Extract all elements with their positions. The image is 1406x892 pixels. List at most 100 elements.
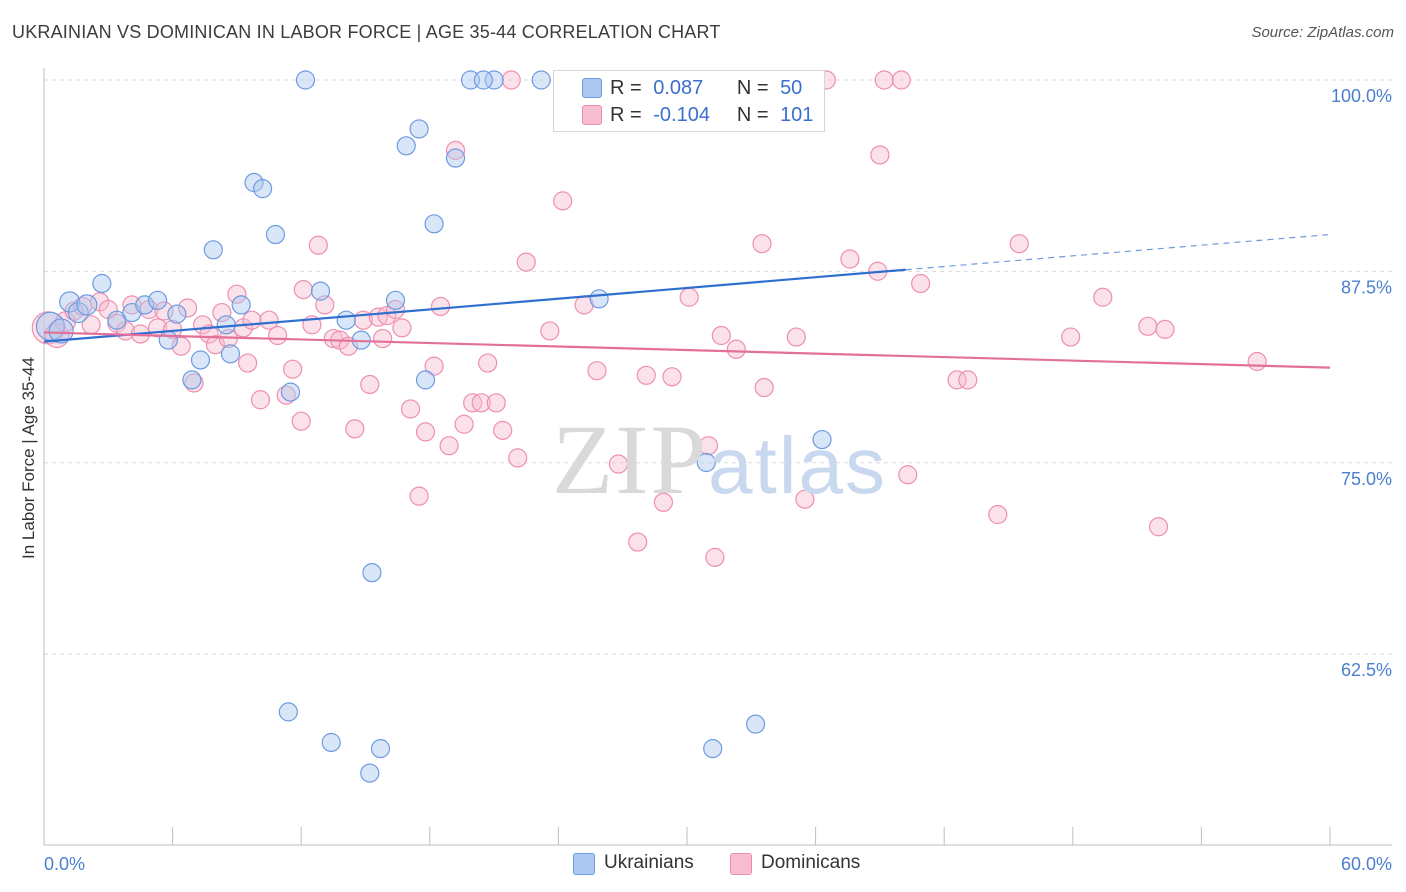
ukrainians-point — [424, 214, 444, 234]
dominicans-point — [795, 489, 815, 509]
ukrainians-point — [147, 290, 168, 310]
dominicans-point — [840, 249, 860, 269]
ukrainians-point — [445, 148, 466, 168]
dominicans-point — [293, 280, 313, 300]
ukrainians-point — [385, 290, 406, 310]
n-label: N = — [736, 76, 769, 99]
ukrainians-point — [231, 295, 251, 315]
dominicans-trend-line — [43, 331, 1331, 369]
ukrainians-point — [48, 318, 74, 344]
dominicans-point — [478, 353, 498, 373]
dominicans-point — [958, 370, 978, 390]
ukrainians-point — [336, 310, 356, 330]
dominicans-point — [752, 234, 772, 254]
ukrainians-point — [396, 136, 416, 156]
dominicans-point — [430, 296, 451, 317]
dominicans-point — [1155, 319, 1175, 339]
ukrainians-point — [696, 452, 716, 473]
dominicans-point — [493, 420, 513, 440]
dominicans-point — [705, 547, 725, 567]
ukrainians-point — [135, 295, 155, 315]
dominicans-point — [653, 492, 674, 512]
dominicans-point — [424, 356, 444, 376]
dominicans-point — [259, 310, 279, 330]
dominicans-point — [199, 324, 219, 344]
ukrainians-trend-extension — [905, 233, 1331, 271]
ukrainians-point — [370, 739, 391, 759]
dominicans-point — [178, 298, 198, 318]
dominicans-point — [754, 377, 774, 398]
dominicans-point — [698, 436, 719, 456]
dominicans-point — [786, 327, 806, 347]
n-value-dominicans: 101 — [780, 103, 814, 126]
ukrainians-point — [484, 70, 504, 90]
dominicans-point — [679, 287, 699, 307]
dominicans-point — [662, 367, 682, 387]
ukrainians-point — [253, 179, 273, 199]
dominicans-point — [911, 273, 931, 294]
ukrainians-point — [409, 119, 429, 139]
y-axis-label: In Labor Force | Age 35-44 — [19, 357, 38, 559]
ukrainians-point — [280, 382, 301, 402]
dominicans-point — [454, 414, 474, 434]
dominicans-point — [1138, 316, 1158, 336]
dominicans-point — [540, 321, 560, 341]
ukrainians-point — [167, 304, 187, 324]
dominicans-point — [711, 325, 731, 346]
dominicans-point — [898, 465, 918, 485]
r-value-dominicans: -0.104 — [653, 103, 710, 126]
ukrainians-point — [67, 301, 89, 324]
ukrainians-point — [589, 289, 609, 309]
r-label: R = — [610, 76, 642, 99]
dominicans-point — [1093, 287, 1113, 307]
x-tick-label-min: 0.0% — [44, 854, 85, 874]
ukrainians-point — [703, 739, 723, 759]
dominicans-point — [988, 504, 1008, 525]
ukrainians-trend-line — [43, 268, 906, 343]
dominicans-point — [242, 310, 262, 330]
y-tick-label-100: 100.0% — [1331, 86, 1392, 106]
y-tick-label-75: 75.0% — [1341, 469, 1392, 489]
dominicans-point — [471, 393, 491, 413]
ukrainians-point — [265, 224, 286, 245]
dominicans-point — [516, 252, 536, 272]
ukrainians-point — [76, 294, 98, 316]
dominicans-point — [445, 140, 466, 160]
legend-swatch-ukrainians — [582, 78, 602, 98]
dominicans-point — [439, 436, 459, 456]
dominicans-point — [373, 328, 393, 349]
dominicans-point — [184, 373, 204, 393]
bottom-legend-swatch-ukrainians — [573, 853, 595, 875]
dominicans-point — [947, 370, 967, 390]
dominicans-point — [870, 145, 890, 165]
ukrainians-point — [190, 350, 211, 370]
n-label: N = — [736, 103, 769, 126]
r-value-ukrainians: 0.087 — [653, 76, 704, 99]
dominicans-point — [409, 486, 429, 506]
dominicans-point — [415, 422, 436, 442]
watermark: ZIPatlas — [552, 402, 887, 517]
ukrainians-point — [59, 291, 81, 313]
watermark-zip: ZIP — [552, 404, 708, 515]
dominicans-point — [212, 302, 232, 323]
watermark-atlas: atlas — [708, 421, 887, 510]
bottom-legend-swatch-dominicans — [730, 853, 752, 875]
dominicans-point — [268, 325, 288, 346]
dominicans-point — [501, 70, 521, 90]
dominicans-point — [1148, 517, 1169, 537]
ukrainians-point — [473, 70, 493, 90]
ukrainians-point — [415, 370, 436, 390]
ukrainians-point — [362, 563, 382, 583]
y-tick-label-87.5: 87.5% — [1341, 277, 1392, 297]
axes — [43, 68, 1392, 846]
ukrainians-point — [158, 330, 178, 350]
axis-labels: 62.5% 75.0% 87.5% 100.0% 0.0% 60.0% In Labor F… — [19, 86, 1392, 874]
stats-legend: R = 0.087 N = 50 R = -0.104 N = 101 — [553, 70, 825, 132]
dominicans-point — [587, 361, 607, 381]
r-label: R = — [610, 103, 642, 126]
dominicans-point — [636, 365, 656, 385]
dominicans-point — [891, 70, 911, 90]
dominicans-point — [360, 374, 380, 395]
dominicans-point — [238, 353, 258, 373]
ukrainians-point — [812, 429, 832, 450]
